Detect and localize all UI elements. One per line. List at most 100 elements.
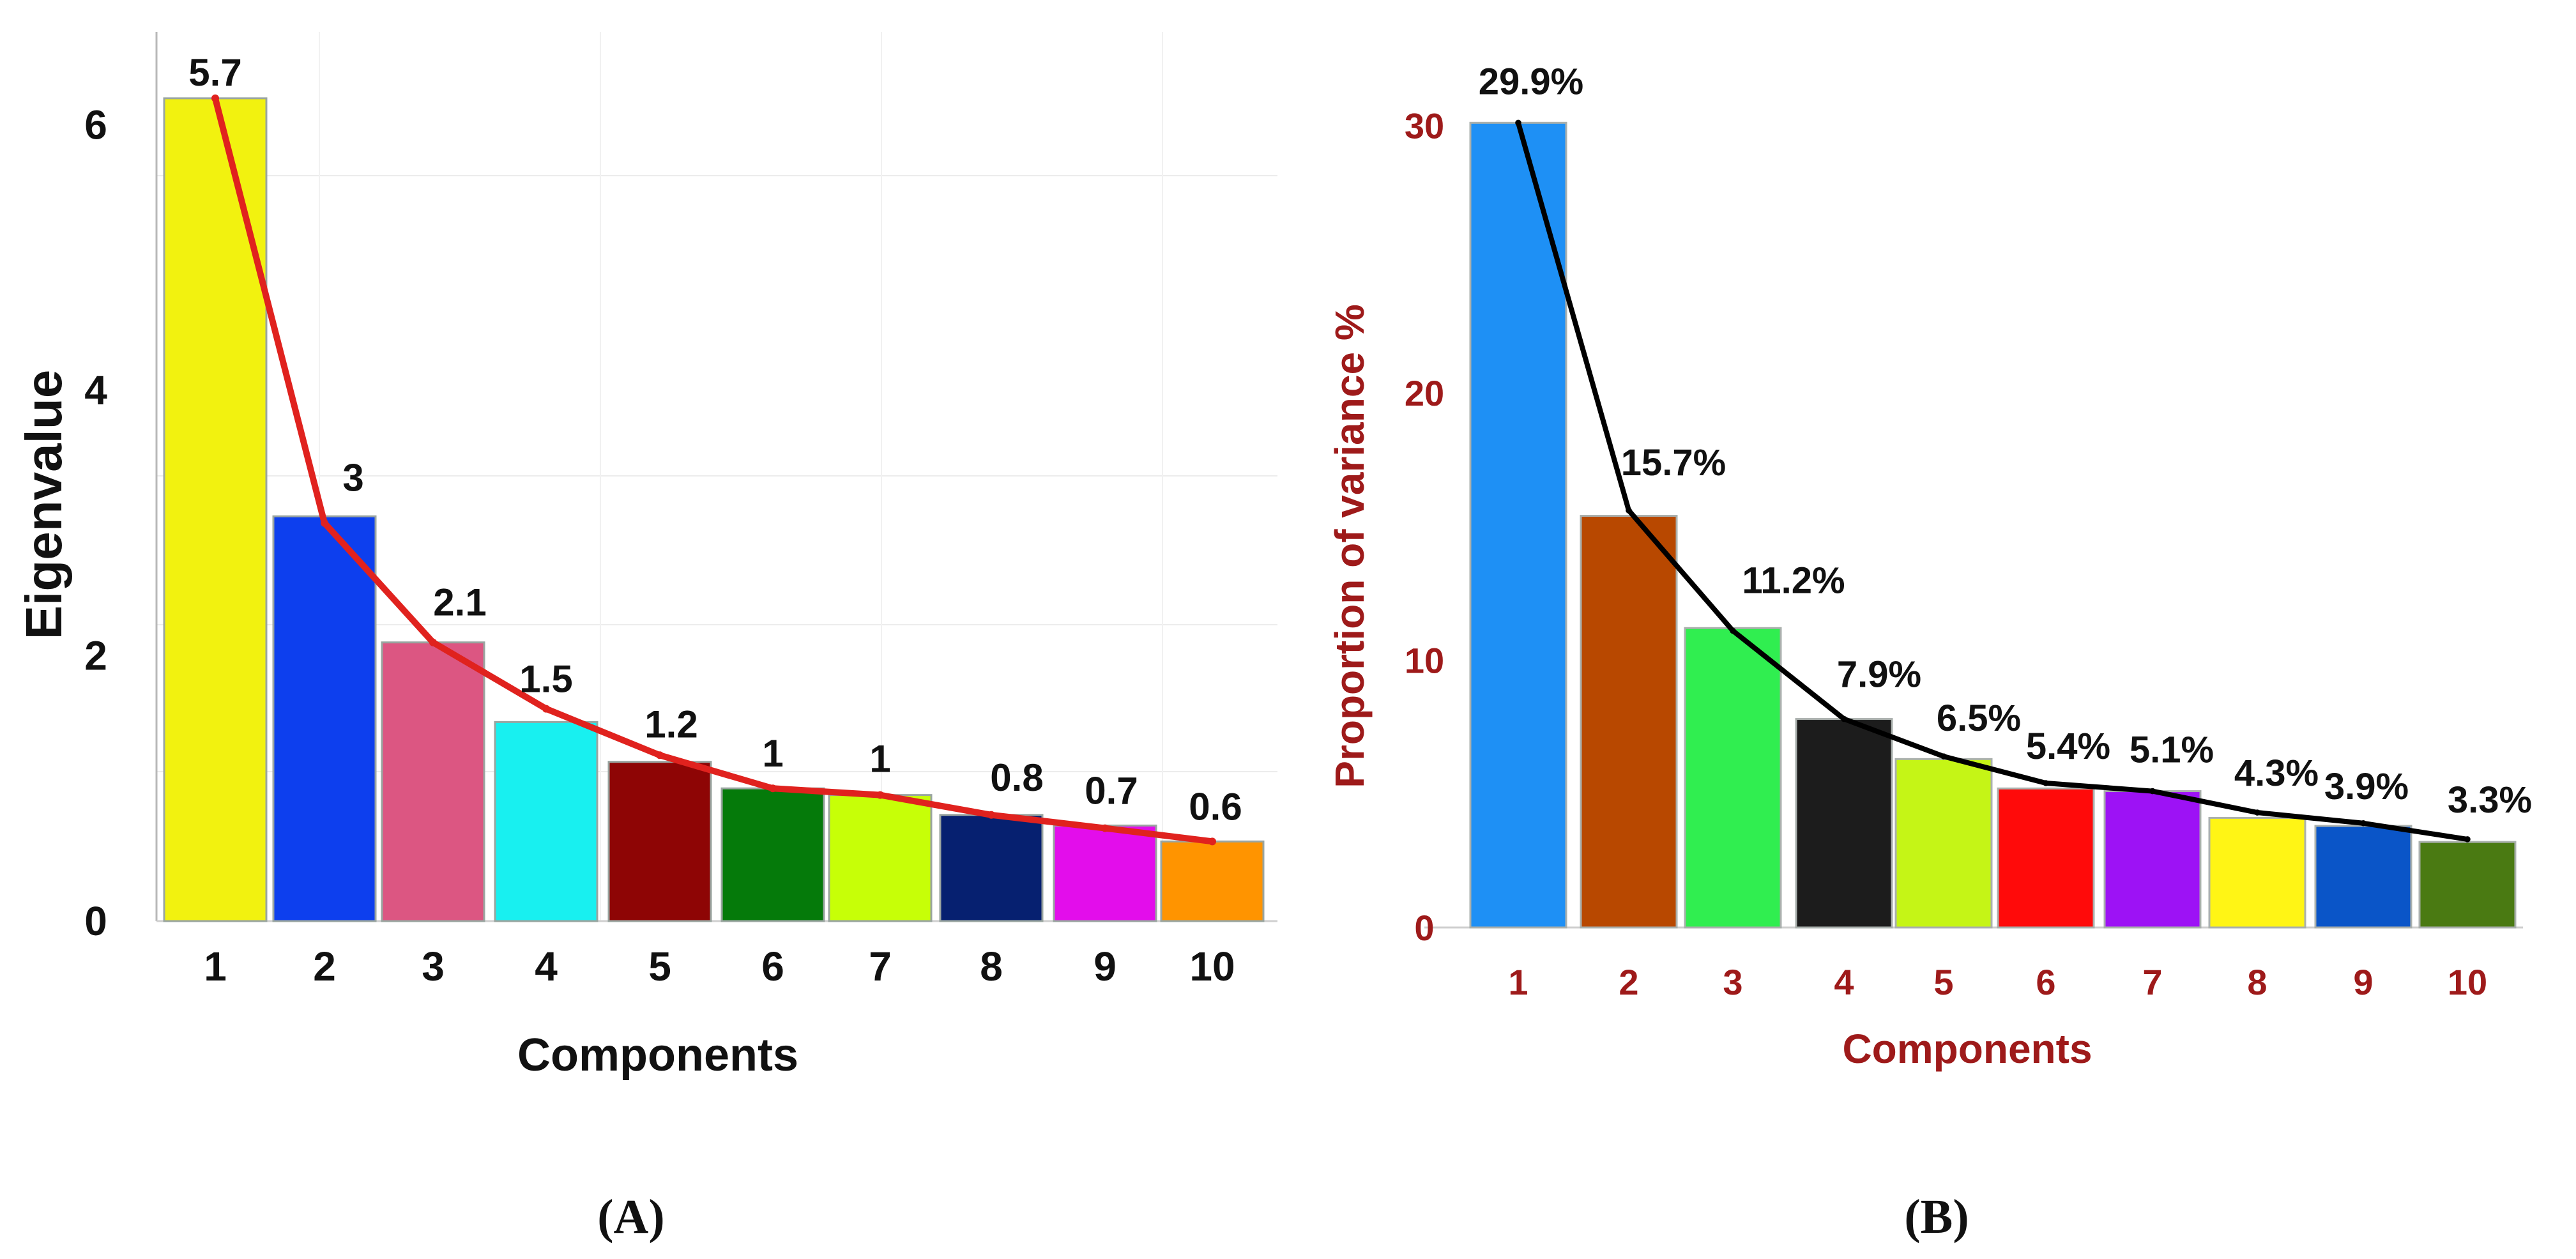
trend-point (321, 519, 328, 527)
x-tick-label: 10 (1189, 943, 1235, 989)
value-label: 5.1% (2130, 729, 2214, 771)
trend-point (2464, 836, 2471, 843)
trend-point (2254, 809, 2260, 816)
bar-component-2 (1580, 514, 1678, 929)
y-tick-label: 10 (1405, 640, 1444, 680)
panel-a-trend-line (211, 94, 1216, 846)
y-tick-label: 6 (84, 102, 107, 148)
trend-point (2149, 788, 2156, 795)
bar-component-4 (494, 721, 598, 922)
bar-component-6 (720, 787, 825, 922)
bar-component-4 (1795, 718, 1893, 929)
y-tick-label: 20 (1405, 373, 1444, 413)
trend-point (1940, 753, 1947, 759)
bar-component-9 (2314, 825, 2412, 929)
panel-a-y-axis-label: Eigenvalue (15, 370, 72, 639)
y-tick-label: 30 (1405, 105, 1444, 146)
bar-component-8 (2208, 816, 2306, 929)
value-label: 0.6 (1189, 785, 1242, 828)
value-label: 4.3% (2234, 752, 2319, 794)
bar-component-3 (1684, 627, 1782, 929)
trend-point (1515, 119, 1521, 126)
y-tick-label: 2 (84, 632, 107, 678)
panel-b-x-tick-labels: 1 2 3 4 5 6 7 8 9 10 (1508, 962, 2487, 1002)
trend-point (1208, 837, 1216, 846)
trend-point (769, 784, 777, 793)
x-tick-label: 8 (980, 943, 1003, 989)
bar-component-1 (1469, 121, 1567, 929)
bar-component-2 (272, 515, 377, 922)
y-tick-label: 4 (84, 367, 107, 413)
y-tick-label: 0 (1414, 908, 1434, 948)
panel-a-y-tick-labels: 0 2 4 6 (84, 102, 107, 944)
x-tick-label: 7 (2142, 962, 2162, 1002)
value-label: 1 (762, 732, 783, 775)
value-label: 5.4% (2026, 726, 2110, 767)
trend-point (2360, 820, 2366, 827)
panel-a-x-tick-labels: 1 2 3 4 5 6 7 8 9 10 (204, 943, 1235, 989)
panel-a-eigenvalue-chart: 0 2 4 6 1 2 3 4 5 6 7 8 9 10 5.7 3 2.1 1.5 1.2 1 1 0.8 0.7 0.… (15, 32, 1277, 1244)
x-tick-label: 2 (313, 943, 336, 989)
value-label: 7.9% (1837, 654, 1921, 696)
trend-point (876, 791, 884, 799)
trend-point (1101, 824, 1109, 832)
x-tick-label: 8 (2247, 962, 2267, 1002)
trend-point (2043, 780, 2049, 786)
bar-component-1 (163, 97, 268, 922)
x-tick-label: 3 (1723, 962, 1742, 1002)
trend-point (211, 94, 219, 102)
trend-point (429, 638, 437, 646)
value-label: 1.5 (519, 658, 572, 701)
trend-line-path (1516, 120, 2470, 842)
trend-point (656, 751, 664, 759)
value-label: 11.2% (1742, 560, 1845, 601)
trend-point (1730, 627, 1736, 634)
y-tick-label: 0 (84, 898, 107, 944)
x-tick-label: 6 (761, 943, 784, 989)
bar-component-5 (1894, 758, 1993, 929)
x-tick-label: 3 (422, 943, 445, 989)
value-label: 3.9% (2324, 766, 2409, 807)
value-label: 3 (342, 456, 363, 499)
x-tick-label: 9 (2353, 962, 2373, 1002)
x-tick-label: 10 (2448, 962, 2487, 1002)
value-label: 0.7 (1085, 769, 1138, 812)
panel-a-x-axis-label: Components (517, 1030, 798, 1081)
bar-component-10 (2418, 841, 2517, 929)
value-label: 1.2 (644, 703, 697, 745)
bar-component-7 (2103, 790, 2202, 929)
x-tick-label: 7 (869, 943, 892, 989)
trend-point (542, 705, 550, 713)
bar-component-8 (939, 814, 1044, 922)
value-label: 2.1 (433, 581, 486, 624)
trend-point (987, 811, 995, 819)
panel-b-y-tick-labels: 0 10 20 30 (1405, 105, 1444, 948)
bar-component-6 (1997, 787, 2095, 929)
panel-b-value-labels: 29.9% 15.7% 11.2% 7.9% 6.5%5.4% 5.1% 4.3% 3.9% 3… (1479, 61, 2532, 821)
bar-component-5 (607, 761, 712, 922)
panel-b-x-axis-label: Components (1842, 1026, 2092, 1072)
x-tick-label: 1 (1508, 962, 1528, 1002)
x-tick-label: 1 (204, 943, 227, 989)
trend-line-path (212, 95, 1216, 845)
x-tick-label: 4 (535, 943, 558, 989)
panel-b-bars (1469, 121, 2517, 929)
panel-b-variance-chart: 0 10 20 30 1 2 3 4 5 6 7 8 9 10 29.9% 15.7% 11.2% 7.9% 6… (1327, 61, 2532, 1244)
value-label: 29.9% (1479, 61, 1583, 102)
panel-a-value-labels: 5.7 3 2.1 1.5 1.2 1 1 0.8 0.7 0.6 (188, 51, 1242, 828)
trend-point (1626, 507, 1632, 514)
panel-b-y-axis-label: Proportion of variance % (1327, 304, 1373, 788)
panel-a-bars (163, 97, 1265, 922)
x-tick-label: 4 (1834, 962, 1854, 1002)
bar-component-3 (381, 641, 485, 922)
value-label: 5.7 (188, 51, 241, 94)
bar-component-7 (828, 794, 933, 922)
panel-b-trend-line (1515, 119, 2471, 843)
value-label: 6.5% (1937, 698, 2021, 739)
panel-a-caption: (A) (597, 1190, 665, 1244)
x-tick-label: 5 (648, 943, 671, 989)
value-label: 1 (869, 738, 890, 781)
bar-component-10 (1160, 840, 1265, 922)
